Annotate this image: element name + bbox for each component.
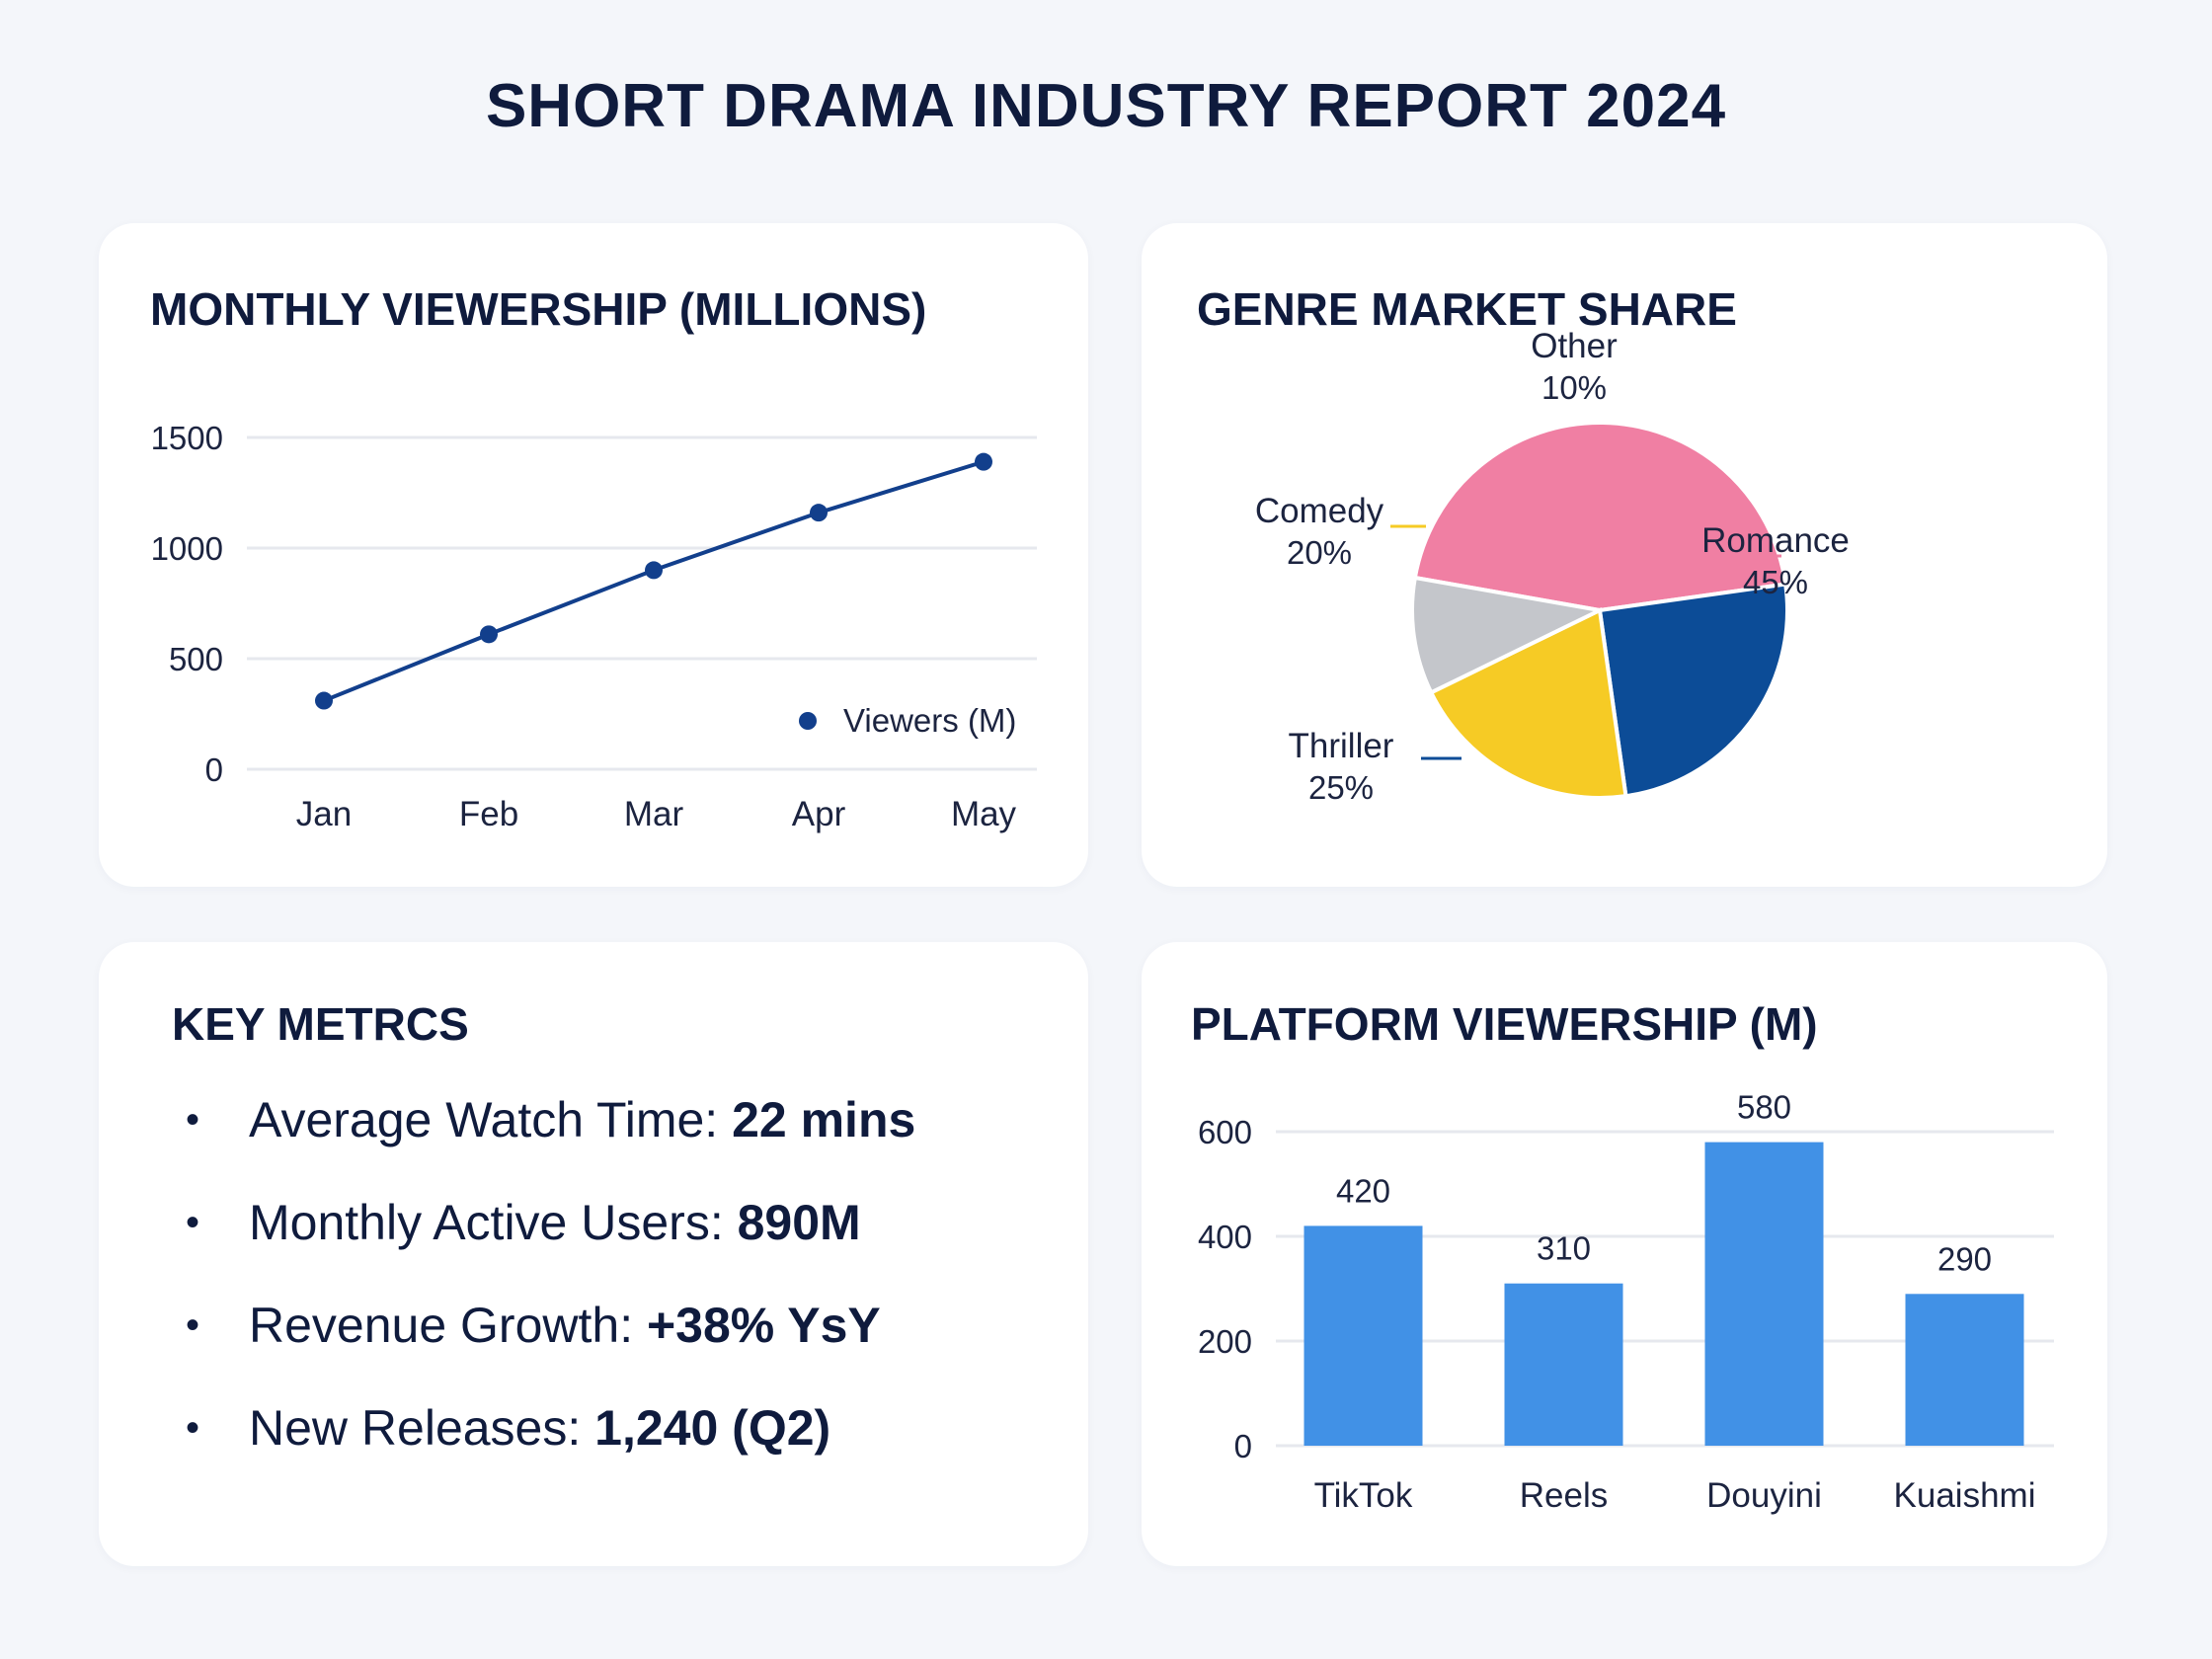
pie-value-label: 20%: [1287, 534, 1352, 571]
key-metrics-card: KEY METRCS • Average Watch Time: 22 mins…: [99, 942, 1088, 1566]
legend-marker: [799, 712, 817, 730]
pie-value-label: 25%: [1308, 769, 1374, 806]
x-tick-label: Mar: [624, 795, 684, 833]
bar-value-label: 310: [1537, 1230, 1591, 1267]
pie-label: Comedy: [1255, 492, 1384, 530]
pie-value-label: 45%: [1743, 564, 1808, 600]
x-tick-label: May: [951, 795, 1017, 833]
data-point: [975, 452, 992, 471]
y-tick-label: 400: [1198, 1219, 1252, 1255]
x-tick-label: Reels: [1520, 1476, 1608, 1515]
bar-douyini: [1704, 1142, 1824, 1446]
x-tick-label: Feb: [459, 795, 518, 833]
pie-label: Thriller: [1289, 727, 1394, 765]
bar-reels: [1504, 1283, 1623, 1446]
pie-value-label: 10%: [1541, 369, 1607, 406]
monthly-viewership-card: MONTHLY VIEWERSHIP (MILLIONS) 0 500 1000 15…: [99, 223, 1088, 887]
monthly-viewership-chart: 0 500 1000 1500 Jan Feb Mar Apr May Viewers (M): [151, 420, 1037, 833]
y-tick-label: 1500: [151, 420, 223, 456]
page-title: SHORT DRAMA INDUSTRY REPORT 2024: [485, 72, 1727, 140]
bar-value-label: 580: [1737, 1089, 1791, 1126]
bar-tiktok: [1304, 1225, 1423, 1446]
x-tick-label: TikTok: [1314, 1476, 1413, 1515]
metric-value: 22 mins: [732, 1092, 916, 1147]
y-tick-label: 600: [1198, 1114, 1252, 1150]
data-point: [315, 691, 333, 710]
platform-viewership-chart: 0 200 400 600 420 TikTok 310 Reels 580 Douyini 290…: [1198, 1089, 2054, 1515]
legend-label: Viewers (M): [843, 702, 1016, 739]
data-point: [645, 561, 663, 580]
bar-value-label: 290: [1937, 1240, 1992, 1277]
key-metrics-title: KEY METRCS: [172, 998, 469, 1050]
x-tick-label: Kuaishmi: [1894, 1476, 2036, 1515]
pie-label: Romance: [1701, 521, 1850, 560]
metric-value: 1,240 (Q2): [594, 1400, 831, 1456]
genre-market-share-card: GENRE MARKET SHARE Romance 45% Thriller 25%…: [1142, 223, 2107, 887]
metric-label: New Releases:: [249, 1400, 595, 1456]
platform-viewership-title: PLATFORM VIEWERSHIP (M): [1191, 998, 1818, 1050]
y-tick-label: 1000: [151, 530, 223, 567]
y-tick-label: 200: [1198, 1323, 1252, 1360]
bullet-icon: •: [186, 1406, 200, 1450]
genre-market-share-title: GENRE MARKET SHARE: [1197, 283, 1737, 335]
pie-slice-romance: [1412, 421, 1788, 613]
bar-value-label: 420: [1336, 1172, 1390, 1209]
pie-slice-other: [1410, 575, 1607, 695]
bullet-icon: •: [186, 1201, 200, 1244]
bar-kuaishmi: [1905, 1294, 2024, 1446]
metric-label: Monthly Active Users:: [249, 1195, 738, 1250]
pie-label: Other: [1531, 327, 1618, 365]
series-line: [323, 459, 985, 703]
platform-viewership-card: PLATFORM VIEWERSHIP (M) 0 200 400 600 420 Tik…: [1142, 942, 2107, 1566]
metric-value: +38% YsY: [646, 1298, 881, 1353]
metric-label: Average Watch Time:: [249, 1092, 733, 1147]
monthly-viewership-title: MONTHLY VIEWERSHIP (MILLIONS): [150, 283, 927, 335]
pie-slice-comedy: [1428, 606, 1628, 800]
data-point: [480, 625, 498, 644]
genre-market-share-chart: Romance 45% Thriller 25% Comedy 20% Other 10%: [1255, 327, 1850, 806]
bullet-icon: •: [186, 1304, 200, 1347]
x-tick-label: Jan: [296, 795, 352, 833]
bullet-icon: •: [186, 1098, 200, 1142]
x-tick-label: Apr: [792, 795, 846, 833]
y-tick-label: 0: [205, 751, 223, 788]
x-tick-label: Douyini: [1706, 1476, 1822, 1515]
y-tick-label: 0: [1234, 1428, 1252, 1464]
data-point: [810, 504, 828, 522]
pie-slice-thriller: [1597, 582, 1789, 799]
metric-label: Revenue Growth:: [249, 1298, 647, 1353]
y-tick-label: 500: [169, 641, 223, 677]
metric-value: 890M: [737, 1195, 861, 1250]
